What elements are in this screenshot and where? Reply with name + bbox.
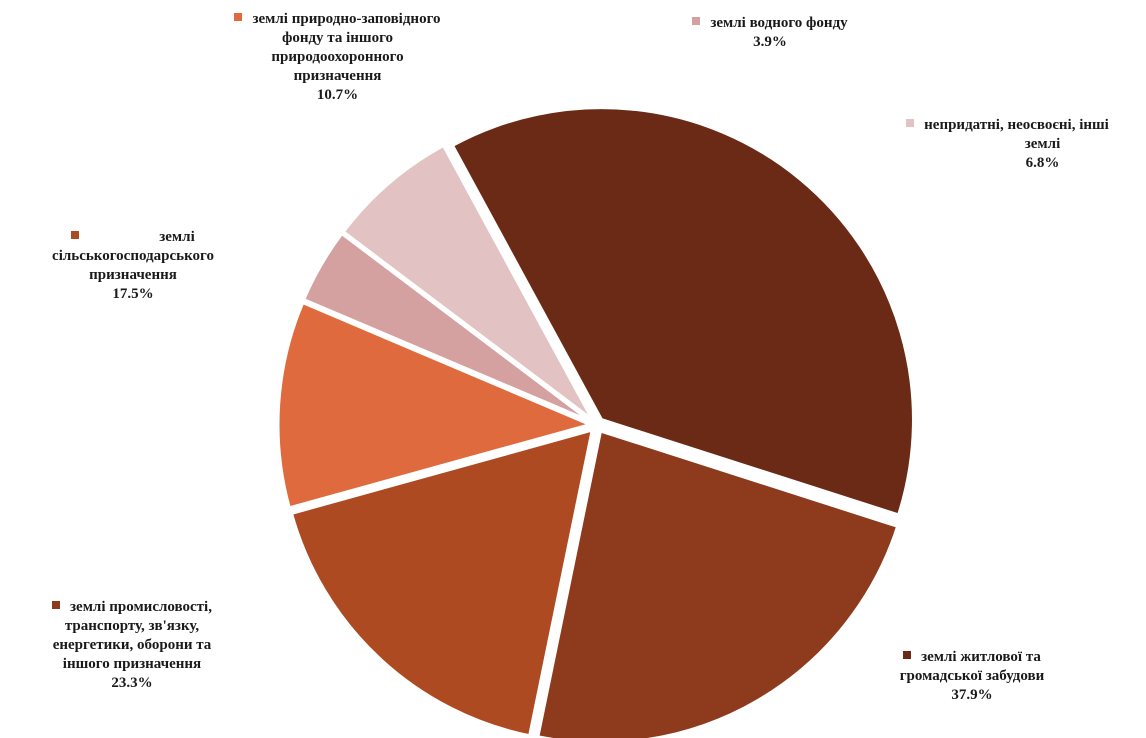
label-industry-line-2: транспорту, зв'язку, — [64, 618, 200, 634]
label-nature-reserve-line-4: призначення — [293, 68, 382, 84]
label-unsuitable-lands-line-1: непридатні, неосвоєні, інші — [924, 117, 1109, 133]
legend-marker-industry — [52, 601, 61, 609]
label-unsuitable-lands: непридатні, неосвоєні, інші землі 6.8% — [880, 116, 1135, 173]
label-residential-percent: 37.9% — [951, 687, 993, 703]
label-water-fund-percent: 3.9% — [753, 34, 787, 50]
label-nature-reserve-line-2: фонду та іншого — [281, 30, 394, 46]
label-residential: землі житлової та громадської забудови 3… — [862, 648, 1082, 705]
legend-marker-residential — [903, 651, 912, 659]
label-agricultural-line-1: землі — [159, 229, 195, 245]
legend-marker-agricultural — [71, 231, 80, 239]
label-agricultural-line-3: призначення — [89, 267, 177, 283]
label-agricultural-line-2: сільськогосподарського — [52, 248, 214, 264]
label-water-fund: землі водного фонду 3.9% — [660, 14, 880, 52]
slice-nature-reserve — [276, 300, 595, 510]
label-agricultural-percent: 17.5% — [112, 286, 154, 302]
label-nature-reserve-line-1: землі природно-заповідного — [252, 11, 441, 27]
legend-marker-nature-reserve — [234, 13, 243, 21]
label-water-fund-line-1: землі водного фонду — [710, 15, 848, 31]
label-residential-line-2: громадської забудови — [899, 668, 1045, 684]
slice-water-fund — [301, 231, 592, 423]
slice-industry — [536, 429, 900, 738]
label-residential-line-1: землі житлової та — [921, 649, 1041, 665]
legend-marker-water-fund — [692, 17, 701, 25]
label-nature-reserve-line-3: природоохоронного — [271, 49, 404, 65]
slice-agricultural — [289, 428, 595, 738]
label-nature-reserve-percent: 10.7% — [316, 87, 359, 103]
label-unsuitable-lands-percent: 6.8% — [1025, 155, 1060, 171]
slice-residential — [450, 106, 915, 517]
label-industry-line-3: енергетики, оборони та — [52, 637, 212, 653]
label-nature-reserve: землі природно-заповідного фонду та іншо… — [195, 10, 480, 105]
slice-unsuitable-lands — [341, 143, 594, 421]
label-industry-line-4: іншого призначення — [62, 656, 202, 672]
legend-marker-unsuitable-lands — [906, 119, 915, 127]
label-industry-line-1: землі промисловості, — [70, 599, 212, 615]
label-unsuitable-lands-line-2: землі — [1024, 136, 1061, 152]
label-agricultural: землі сільськогосподарського призначення… — [8, 228, 258, 304]
label-industry: землі промисловості, транспорту, зв'язку… — [12, 598, 252, 693]
label-industry-percent: 23.3% — [111, 675, 153, 691]
